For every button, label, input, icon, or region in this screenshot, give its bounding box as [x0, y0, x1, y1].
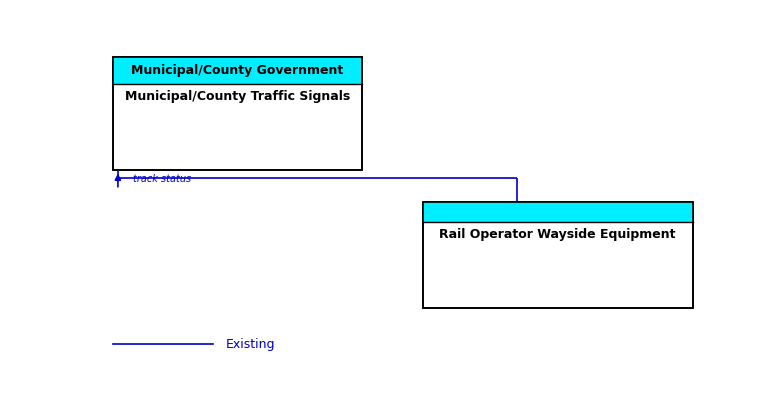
Bar [113, 57, 362, 170]
Bar [423, 202, 693, 222]
Text: Existing: Existing [226, 338, 275, 351]
Text: Municipal/County Government: Municipal/County Government [132, 64, 344, 77]
Bar [113, 57, 362, 170]
Text: track status: track status [133, 174, 191, 184]
Bar [113, 57, 362, 84]
Bar [423, 202, 693, 308]
Text: Municipal/County Traffic Signals: Municipal/County Traffic Signals [124, 90, 350, 103]
Text: Rail Operator Wayside Equipment: Rail Operator Wayside Equipment [439, 228, 676, 241]
Bar [423, 202, 693, 308]
